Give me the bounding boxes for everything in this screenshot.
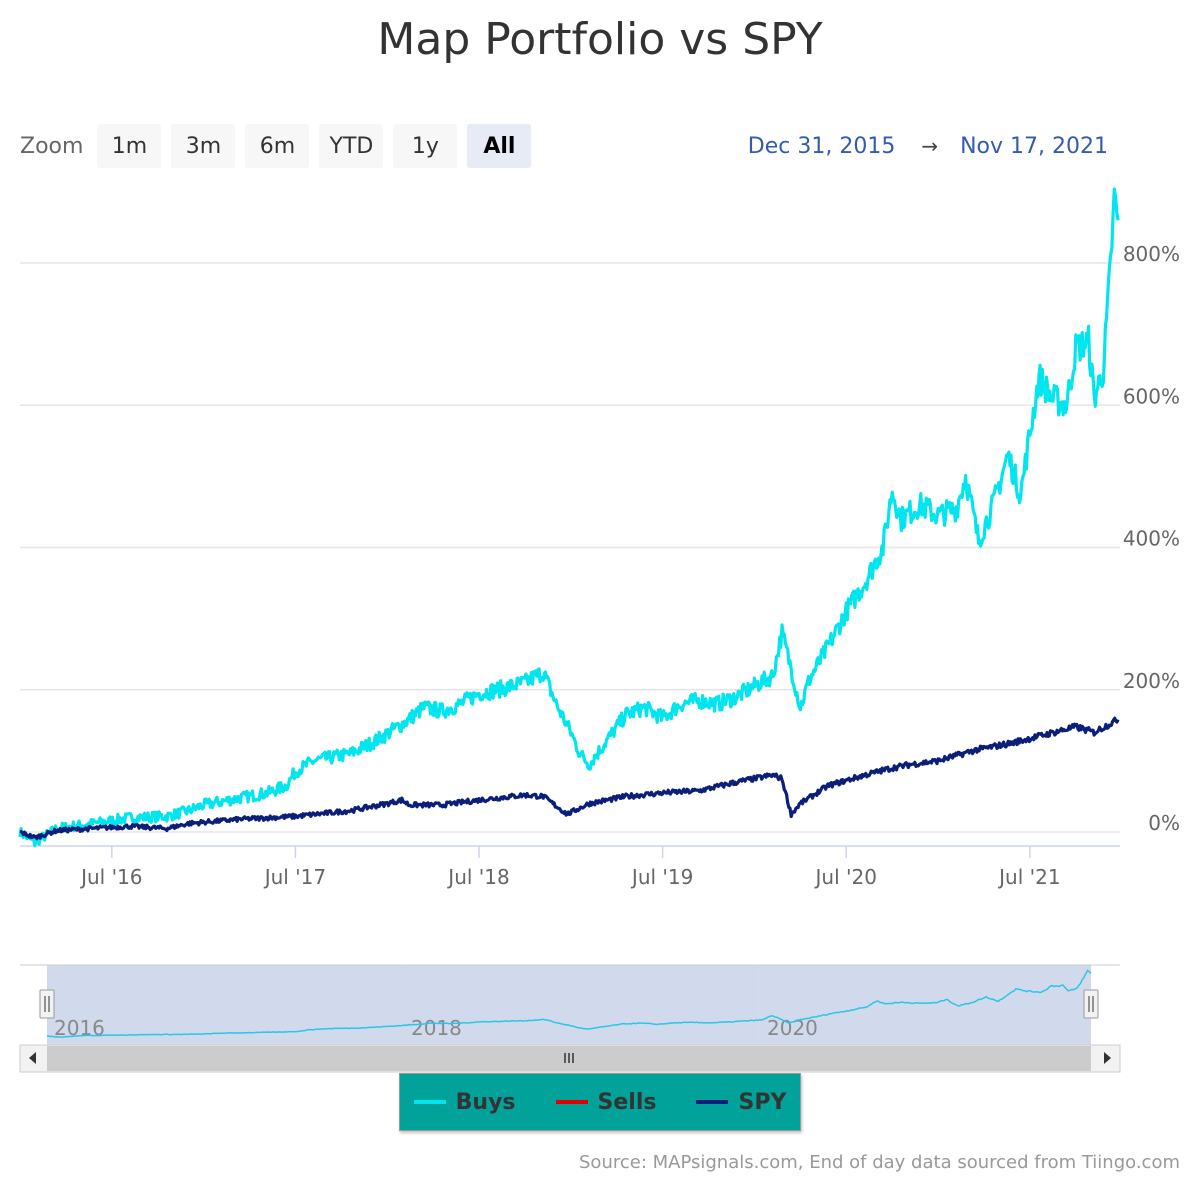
scroll-right-icon[interactable] <box>1104 1052 1111 1064</box>
navigator-right-handle[interactable] <box>1083 989 1099 1019</box>
y-tick-label: 200% <box>1123 669 1180 693</box>
x-tick-label: Jul '16 <box>79 865 142 889</box>
navigator-mask <box>47 965 1091 1045</box>
legend-item-spy[interactable]: SPY <box>696 1090 786 1115</box>
legend-label: Sells <box>597 1089 657 1115</box>
plot-area <box>18 187 1120 847</box>
chart-title: Map Portfolio vs SPY <box>377 14 823 65</box>
x-tick-label: Jul '19 <box>630 865 693 889</box>
y-tick-label: 0% <box>1148 811 1180 835</box>
navigator[interactable]: 2016 2018 2020 <box>20 964 1120 1045</box>
navigator-left-handle[interactable] <box>39 989 55 1019</box>
range-from-input[interactable]: Dec 31, 2015 <box>747 133 896 159</box>
x-axis: Jul '16 Jul '17 Jul '18 Jul '19 Jul '20 Jul '… <box>20 845 1120 889</box>
zoom-1y-button[interactable]: 1y <box>393 124 458 168</box>
x-tick-label: Jul '17 <box>263 865 326 889</box>
zoom-ytd-button[interactable]: YTD <box>319 124 384 168</box>
y-tick-label: 400% <box>1123 527 1180 551</box>
y-axis-labels: 0% 200% 400% 600% 800% <box>1123 242 1180 835</box>
y-tick-label: 600% <box>1123 384 1180 408</box>
scroll-left-icon[interactable] <box>29 1052 36 1064</box>
zoom-1m-button[interactable]: 1m <box>97 124 162 168</box>
legend-label: SPY <box>738 1089 787 1115</box>
zoom-3m-button[interactable]: 3m <box>171 124 236 168</box>
scrollbar[interactable] <box>19 1044 1121 1073</box>
range-to-input[interactable]: Nov 17, 2021 <box>960 133 1108 159</box>
zoom-6m-button[interactable]: 6m <box>245 124 310 168</box>
x-tick-label: Jul '21 <box>997 865 1060 889</box>
legend-item-sells[interactable]: Sells <box>555 1089 657 1115</box>
x-tick-label: Jul '18 <box>446 865 509 889</box>
y-tick-label: 800% <box>1123 242 1180 266</box>
zoom-label: Zoom <box>20 133 84 159</box>
navigator-year-label: 2018 <box>411 1016 462 1040</box>
legend-swatch-spy <box>696 1100 729 1104</box>
navigator-series-line <box>46 969 1092 1038</box>
zoom-bar: Zoom 1m 3m 6m YTD 1y All <box>20 124 541 168</box>
legend: Buys Sells SPY <box>399 1073 801 1131</box>
source-credit: Source: MAPsignals.com, End of day data … <box>579 1152 1180 1173</box>
navigator-year-label: 2020 <box>767 1016 818 1040</box>
legend-swatch-buys <box>413 1100 446 1104</box>
range-arrow-icon: → <box>921 134 939 158</box>
zoom-all-button[interactable]: All <box>467 124 532 168</box>
grid-lines <box>20 262 1120 833</box>
series-line-spy[interactable] <box>19 716 1120 841</box>
date-range: Dec 31, 2015 → Nov 17, 2021 <box>748 128 1108 164</box>
series-line-buys[interactable] <box>18 187 1120 847</box>
legend-item-buys[interactable]: Buys <box>413 1089 516 1115</box>
x-tick-label: Jul '20 <box>814 865 877 889</box>
legend-label: Buys <box>455 1089 516 1115</box>
legend-swatch-sells <box>555 1100 588 1104</box>
